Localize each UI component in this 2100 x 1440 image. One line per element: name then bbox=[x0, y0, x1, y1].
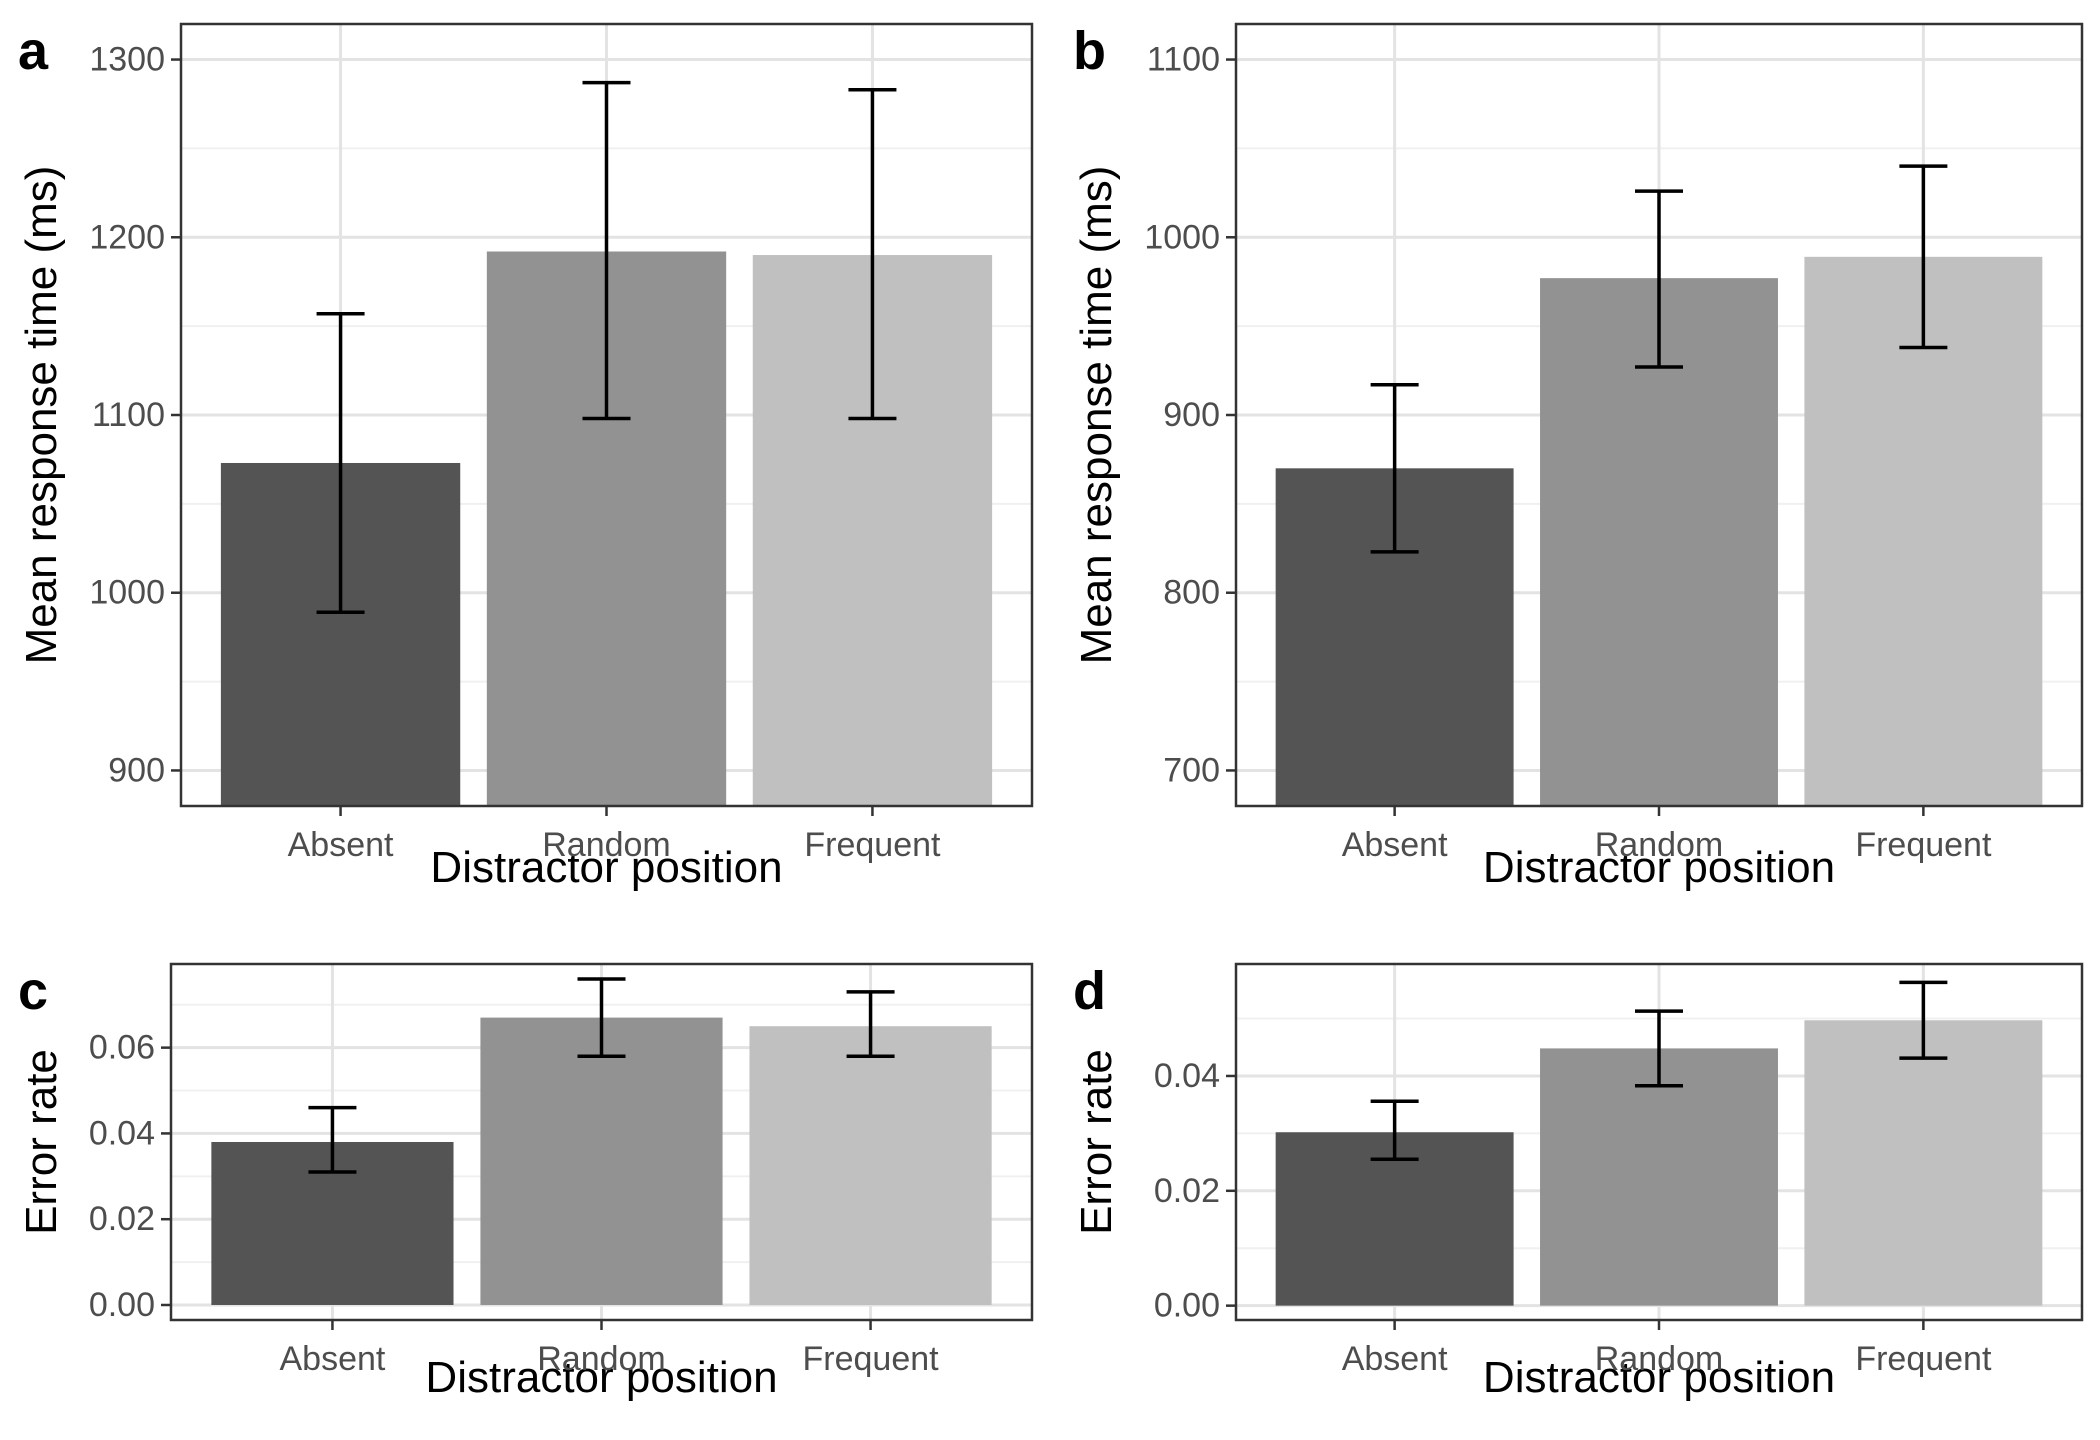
y-tick-label: 0.00 bbox=[1154, 1287, 1220, 1325]
bar-chart: 700 800 900 1000 1100 Absent Random Frequent bbox=[1144, 22, 2084, 864]
bar-chart: 0.00 0.02 0.04 0.06 Absent Random Frequent bbox=[89, 962, 1034, 1378]
panel-a: a Mean response time (ms) Distractor pos… bbox=[0, 0, 1050, 920]
error-bar bbox=[1635, 189, 1683, 369]
panel-c: c Error rate Distractor position 0.00 0.0… bbox=[0, 920, 1050, 1440]
panel-letter: b bbox=[1073, 21, 1106, 81]
x-tick-label: Absent bbox=[280, 1340, 386, 1378]
x-tick-label: Random bbox=[537, 1340, 666, 1378]
y-tick-label: 0.06 bbox=[89, 1029, 155, 1067]
x-tick-label: Frequent bbox=[803, 1340, 940, 1378]
error-bar bbox=[308, 1105, 357, 1174]
error-bar bbox=[1370, 383, 1419, 554]
x-axis-label: Distractor position bbox=[1482, 1353, 1836, 1402]
error-bar bbox=[1899, 164, 1948, 350]
panel-d: d Error rate Distractor position 0.00 0.0… bbox=[1050, 920, 2100, 1440]
y-tick-label: 700 bbox=[1163, 751, 1220, 789]
bars-group bbox=[1275, 1020, 2043, 1306]
bar-random bbox=[1540, 1048, 1778, 1306]
y-tick-label: 0.04 bbox=[1154, 1057, 1220, 1095]
y-tick-label: 0.02 bbox=[89, 1200, 155, 1238]
bar-absent bbox=[1275, 1132, 1514, 1306]
y-tick-label: 900 bbox=[1163, 396, 1220, 434]
x-tick-label: Random bbox=[542, 826, 671, 864]
x-axis-label: Distractor position bbox=[1482, 843, 1836, 892]
panel-letter: d bbox=[1073, 961, 1106, 1021]
x-axis-label: Distractor position bbox=[425, 1353, 778, 1402]
bar-frequent bbox=[749, 1026, 992, 1305]
y-tick-label: 900 bbox=[108, 751, 165, 789]
x-tick-label: Absent bbox=[1342, 1340, 1448, 1378]
bar-chart: 900 1000 1100 1200 1300 Absent Random Frequent bbox=[89, 22, 1034, 864]
panel-b: b Mean response time (ms) Distractor pos… bbox=[1050, 0, 2100, 920]
y-tick-label: 1100 bbox=[92, 396, 165, 434]
error-bar bbox=[1899, 980, 1948, 1060]
y-tick-label: 1300 bbox=[89, 41, 165, 79]
bar-frequent bbox=[1804, 1020, 2043, 1306]
y-tick-label: 1100 bbox=[1147, 41, 1220, 79]
y-tick-label: 0.00 bbox=[89, 1286, 155, 1324]
error-bar bbox=[316, 311, 365, 615]
panel-letter: a bbox=[18, 21, 49, 81]
y-tick-label: 1000 bbox=[1144, 218, 1220, 256]
bar-random bbox=[480, 1017, 723, 1305]
error-bar bbox=[582, 80, 631, 421]
x-axis-label: Distractor position bbox=[430, 843, 783, 892]
bars-group bbox=[211, 1017, 992, 1305]
bars-group bbox=[220, 251, 993, 806]
panel-letter: c bbox=[18, 961, 49, 1021]
error-bar bbox=[577, 977, 626, 1058]
x-tick-label: Absent bbox=[288, 826, 394, 864]
x-tick-label: Random bbox=[1595, 1340, 1724, 1378]
y-tick-label: 0.02 bbox=[1154, 1172, 1220, 1210]
y-tick-label: 1000 bbox=[89, 574, 165, 612]
y-tick-label: 1200 bbox=[89, 218, 165, 256]
x-tick-label: Frequent bbox=[804, 826, 941, 864]
error-bar bbox=[846, 990, 895, 1058]
error-bar bbox=[1635, 1009, 1683, 1088]
y-tick-label: 800 bbox=[1163, 574, 1220, 612]
error-bar bbox=[1370, 1099, 1419, 1161]
x-tick-label: Frequent bbox=[1855, 1340, 1992, 1378]
error-bar bbox=[848, 88, 897, 421]
x-tick-label: Absent bbox=[1342, 826, 1448, 864]
bar-chart: 0.00 0.02 0.04 Absent Random Frequent bbox=[1154, 962, 2084, 1378]
x-tick-label: Random bbox=[1595, 826, 1724, 864]
x-tick-label: Frequent bbox=[1855, 826, 1992, 864]
bars-group bbox=[1275, 256, 2043, 806]
y-tick-label: 0.04 bbox=[89, 1114, 155, 1152]
